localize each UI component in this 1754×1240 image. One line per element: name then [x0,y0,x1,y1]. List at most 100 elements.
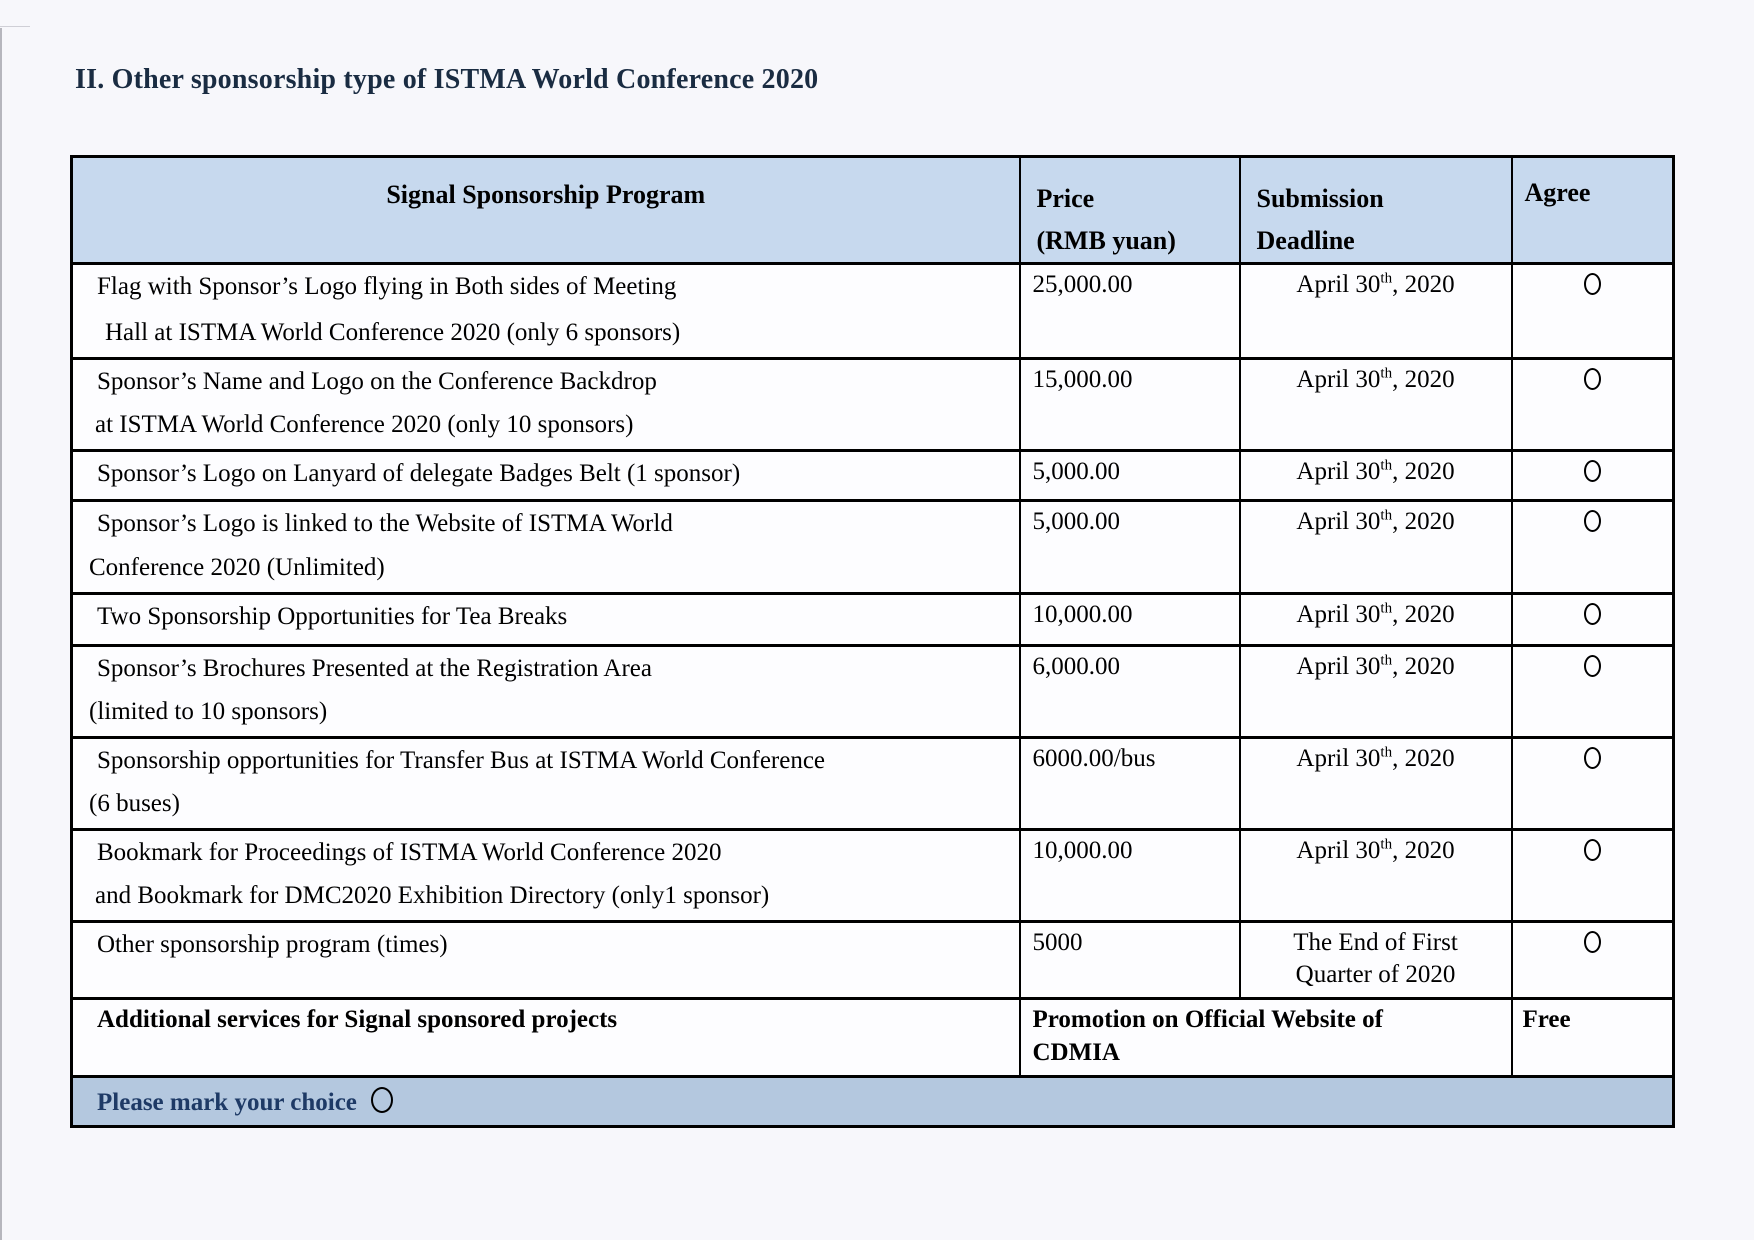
deadline-cell: April 30th, 2020 [1238,449,1513,502]
free-cell: Free [1510,997,1675,1078]
column-header-deadline: Submission Deadline [1238,155,1513,265]
price-header-line2: (RMB yuan) [1036,226,1176,255]
deadline-date: April 30 [1296,653,1381,680]
program-cell: Sponsor’s Name and Logo on the Conferenc… [70,357,1021,452]
price-cell: 5000 [1018,920,1241,1000]
deadline-year: , 2020 [1392,653,1455,680]
program-cell: Other sponsorship program (times) [70,920,1021,1000]
choice-circle-icon[interactable] [370,1086,393,1113]
program-cell: Sponsorship opportunities for Transfer B… [70,736,1021,831]
program-line2: at ISTMA World Conference 2020 (only 10 … [95,411,634,438]
deadline-date: April 30 [1296,458,1381,485]
deadline-cell: April 30th, 2020 [1238,592,1513,647]
sponsorship-table: Signal Sponsorship Program Price (RMB yu… [70,155,1675,1128]
price-cell: 10,000.00 [1018,592,1241,647]
table-row: Flag with Sponsor’s Logo flying in Both … [70,262,1675,360]
deadline-ordinal: th [1380,457,1393,474]
agree-circle-icon[interactable] [1583,603,1601,625]
table-row: Sponsor’s Logo on Lanyard of delegate Ba… [70,449,1675,502]
program-line1: Two Sponsorship Opportunities for Tea Br… [97,603,568,630]
agree-cell [1510,357,1675,452]
agree-circle-icon[interactable] [1583,839,1601,861]
deadline-date: April 30 [1296,601,1381,628]
deadline-ordinal: th [1380,744,1393,761]
mark-choice-label: Please mark your choice [97,1088,357,1116]
program-line1: Bookmark for Proceedings of ISTMA World … [97,839,722,866]
program-line1: Sponsor’s Brochures Presented at the Reg… [97,655,652,682]
agree-cell [1510,262,1675,360]
program-line1: Other sponsorship program (times) [97,931,448,958]
agree-cell [1510,828,1675,923]
program-line2: Hall at ISTMA World Conference 2020 (onl… [105,319,681,346]
program-line2: Conference 2020 (Unlimited) [89,554,385,581]
deadline-date: April 30 [1296,837,1381,864]
agree-cell [1510,449,1675,502]
mark-choice-cell: Please mark your choice [70,1075,1675,1128]
deadline-year: , 2020 [1392,458,1455,485]
services-row: Additional services for Signal sponsored… [70,997,1675,1078]
agree-circle-icon[interactable] [1583,655,1601,677]
agree-circle-icon[interactable] [1583,510,1601,532]
deadline-ordinal: th [1380,600,1393,617]
price-cell: 5,000.00 [1018,499,1241,595]
table-row: Two Sponsorship Opportunities for Tea Br… [70,592,1675,647]
agree-circle-icon[interactable] [1583,460,1601,482]
program-cell: Flag with Sponsor’s Logo flying in Both … [70,262,1021,360]
deadline-year: , 2020 [1392,745,1455,772]
deadline-ordinal: th [1380,270,1393,287]
services-label-cell: Additional services for Signal sponsored… [70,997,1021,1078]
deadline-cell: April 30th, 2020 [1238,828,1513,923]
deadline-date: April 30 [1296,366,1381,393]
table-header-row: Signal Sponsorship Program Price (RMB yu… [70,155,1675,265]
table-row: Other sponsorship program (times) 5000 T… [70,920,1675,1000]
column-header-program: Signal Sponsorship Program [70,155,1021,265]
price-cell: 6000.00/bus [1018,736,1241,831]
deadline-cell: The End of First Quarter of 2020 [1238,920,1513,1000]
agree-cell [1510,920,1675,1000]
program-line2: (6 buses) [89,790,180,817]
deadline-header-line2: Deadline [1256,226,1355,255]
program-line2: and Bookmark for DMC2020 Exhibition Dire… [95,882,770,909]
agree-cell [1510,592,1675,647]
deadline-date: April 30 [1296,271,1381,298]
page-edge-left [0,28,2,1240]
agree-cell [1510,499,1675,595]
deadline-ordinal: th [1380,836,1393,853]
program-cell: Bookmark for Proceedings of ISTMA World … [70,828,1021,923]
agree-circle-icon[interactable] [1583,273,1601,295]
program-line1: Sponsor’s Logo is linked to the Website … [97,510,673,537]
table-row: Bookmark for Proceedings of ISTMA World … [70,828,1675,923]
deadline-year: , 2020 [1392,601,1455,628]
program-cell: Sponsor’s Brochures Presented at the Reg… [70,644,1021,739]
deadline-year: , 2020 [1392,271,1455,298]
program-line1: Sponsor’s Name and Logo on the Conferenc… [97,368,657,395]
deadline-line1: The End of First [1293,929,1458,956]
page-title: II. Other sponsorship type of ISTMA Worl… [75,64,819,95]
agree-circle-icon[interactable] [1583,747,1601,769]
promotion-line1: Promotion on Official Website of [1032,1006,1383,1033]
price-cell: 10,000.00 [1018,828,1241,923]
program-line2: (limited to 10 sponsors) [89,698,328,725]
table-row: Sponsor’s Brochures Presented at the Reg… [70,644,1675,739]
page-edge-top [0,26,30,27]
agree-circle-icon[interactable] [1583,368,1601,390]
deadline-date: April 30 [1296,745,1381,772]
program-cell: Sponsor’s Logo on Lanyard of delegate Ba… [70,449,1021,502]
agree-circle-icon[interactable] [1583,931,1601,953]
column-header-price: Price (RMB yuan) [1018,155,1241,265]
agree-cell [1510,736,1675,831]
deadline-cell: April 30th, 2020 [1238,262,1513,360]
deadline-ordinal: th [1380,365,1393,382]
deadline-cell: April 30th, 2020 [1238,644,1513,739]
deadline-date: April 30 [1296,508,1381,535]
deadline-year: , 2020 [1392,508,1455,535]
deadline-year: , 2020 [1392,837,1455,864]
table-row: Sponsor’s Name and Logo on the Conferenc… [70,357,1675,452]
deadline-cell: April 30th, 2020 [1238,736,1513,831]
agree-cell [1510,644,1675,739]
deadline-year: , 2020 [1392,366,1455,393]
program-line1: Sponsorship opportunities for Transfer B… [97,747,826,774]
price-cell: 6,000.00 [1018,644,1241,739]
deadline-cell: April 30th, 2020 [1238,357,1513,452]
deadline-cell: April 30th, 2020 [1238,499,1513,595]
